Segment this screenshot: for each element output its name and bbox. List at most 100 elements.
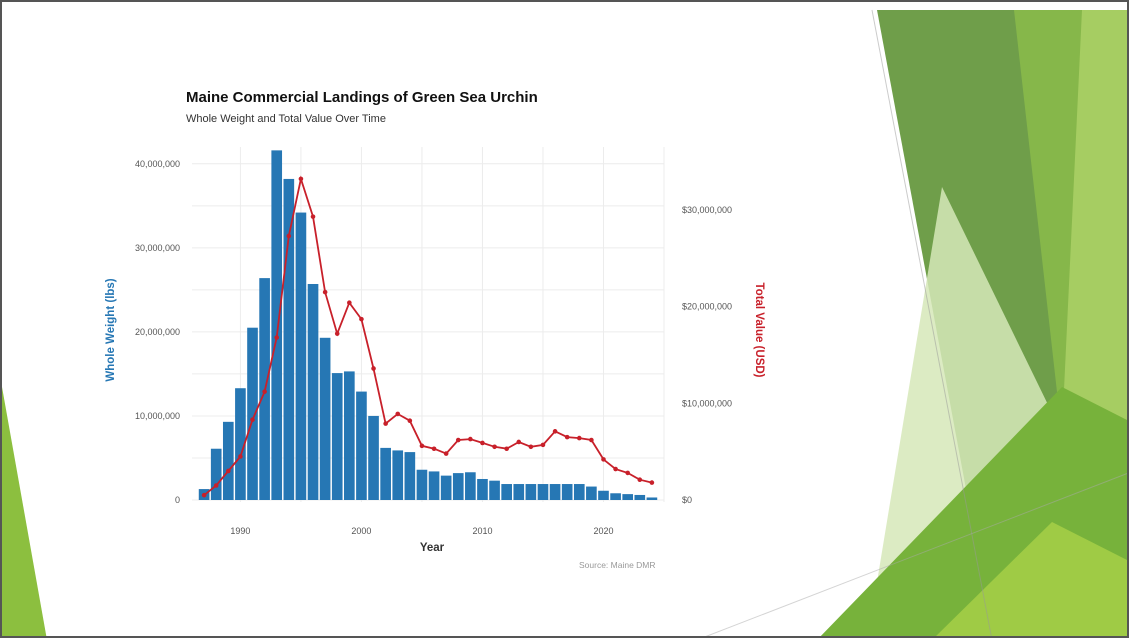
bar	[210, 448, 222, 500]
value-point	[407, 418, 413, 423]
decorative-line	[705, 473, 1127, 636]
value-point	[576, 435, 582, 441]
value-point	[310, 214, 316, 219]
value-point	[322, 289, 328, 295]
bar	[331, 373, 343, 500]
y-left-axis-ticks: 0 10,000,000 20,000,000 30,000,000 40,000,00…	[135, 159, 180, 505]
value-point	[564, 434, 570, 440]
value-point	[334, 331, 340, 336]
y-right-axis-ticks: $0 $10,000,000 $20,000,000 $30,000,000	[682, 205, 732, 505]
y-left-tick-label: 0	[175, 495, 180, 505]
y-left-tick-label: 10,000,000	[135, 411, 180, 421]
bar	[344, 371, 355, 500]
x-tick-label: 2000	[351, 526, 371, 536]
bar	[646, 497, 658, 500]
value-point	[213, 483, 219, 488]
value-point	[492, 444, 497, 450]
decorative-line	[871, 9, 992, 636]
bar	[295, 212, 307, 501]
bar	[489, 480, 500, 500]
bar	[634, 494, 646, 500]
bar	[598, 490, 609, 500]
value-point	[552, 429, 558, 434]
bar	[465, 472, 476, 500]
value-point	[625, 470, 630, 476]
bar	[573, 484, 585, 500]
bar	[610, 493, 621, 500]
chart-source: Source: Maine DMR	[579, 560, 656, 570]
bar	[513, 484, 525, 500]
bar	[222, 421, 234, 500]
x-tick-label: 2010	[472, 526, 492, 536]
bar	[501, 484, 512, 500]
y-right-tick-label: $20,000,000	[682, 302, 732, 312]
green-shape-bottom-light	[936, 522, 1127, 636]
value-point	[649, 480, 655, 485]
value-point	[443, 451, 449, 456]
bar	[477, 478, 488, 500]
green-shape-right-light	[1062, 10, 1127, 498]
bar	[561, 484, 573, 500]
y-left-tick-label: 20,000,000	[135, 327, 180, 337]
bar	[368, 415, 379, 500]
bar	[247, 327, 258, 500]
bar	[283, 178, 295, 500]
value-point	[540, 442, 546, 448]
value-point	[480, 440, 485, 446]
x-axis-title: Year	[420, 542, 445, 554]
bar	[428, 471, 440, 500]
value-point	[201, 492, 207, 498]
bar	[537, 484, 549, 500]
bar	[392, 450, 404, 500]
y-left-axis-title: Whole Weight (lbs)	[105, 278, 117, 381]
bar	[452, 473, 464, 500]
value-point	[250, 417, 255, 423]
value-point	[589, 437, 594, 443]
value-point	[347, 300, 352, 306]
chart-subtitle: Whole Weight and Total Value Over Time	[186, 113, 386, 125]
value-point	[601, 457, 606, 462]
value-point	[226, 468, 231, 474]
y-right-tick-label: $10,000,000	[682, 398, 732, 408]
bar	[356, 391, 367, 500]
bar	[404, 452, 416, 500]
y-right-tick-label: $30,000,000	[682, 205, 732, 215]
value-point	[613, 466, 618, 472]
value-point	[383, 421, 388, 426]
value-point	[637, 477, 643, 482]
bar	[307, 283, 319, 500]
bar	[271, 150, 283, 500]
value-point	[504, 446, 509, 452]
value-point	[274, 335, 280, 340]
chart-title: Maine Commercial Landings of Green Sea U…	[186, 89, 538, 106]
x-axis-ticks: 1990 2000 2010 2020	[230, 526, 613, 536]
bar	[549, 484, 561, 500]
y-right-tick-label: $0	[682, 495, 692, 505]
y-left-tick-label: 40,000,000	[135, 159, 180, 169]
value-point	[238, 454, 243, 459]
bar	[380, 447, 391, 500]
value-point	[286, 233, 292, 239]
line-series	[201, 175, 655, 498]
bar	[319, 337, 331, 500]
value-point	[419, 443, 425, 449]
value-line	[203, 175, 653, 496]
y-left-tick-label: 30,000,000	[135, 243, 180, 253]
value-point	[516, 439, 522, 445]
bar	[440, 475, 452, 500]
value-point	[455, 437, 461, 443]
gridlines	[192, 147, 665, 502]
bar	[416, 469, 428, 500]
x-tick-label: 1990	[230, 526, 250, 536]
green-shape-left	[2, 387, 47, 636]
value-point	[262, 389, 267, 394]
value-point	[359, 316, 364, 322]
bar	[622, 494, 634, 500]
value-point	[468, 436, 473, 442]
value-point	[395, 411, 401, 417]
bar	[586, 486, 597, 500]
value-point	[528, 444, 534, 450]
